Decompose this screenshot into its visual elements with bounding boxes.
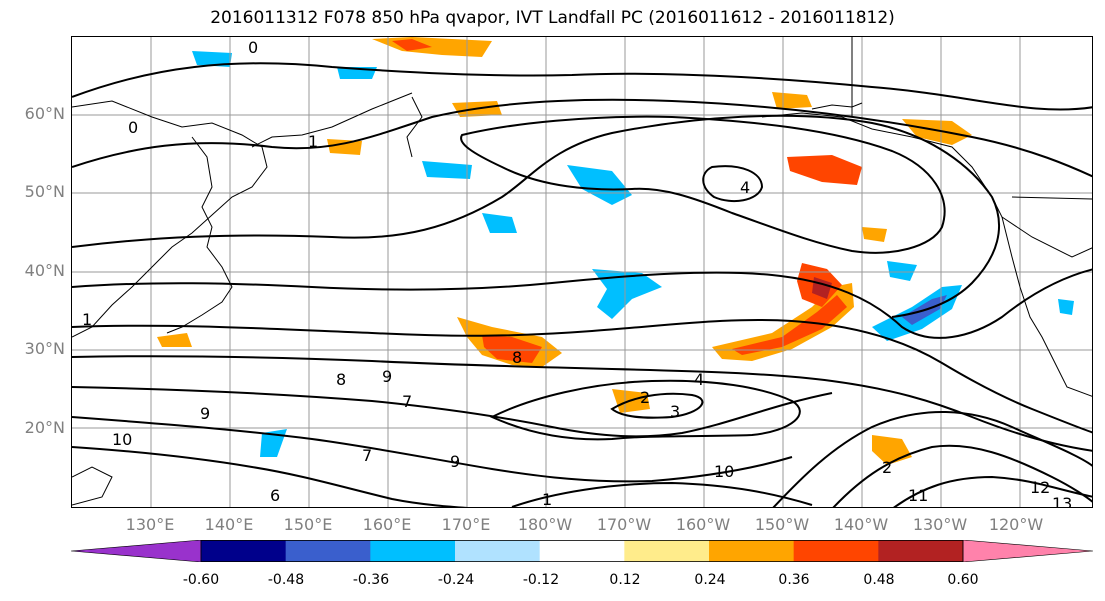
contour-label: 7 — [402, 392, 412, 411]
contour-label: 9 — [200, 404, 210, 423]
colorbar — [71, 540, 1093, 562]
lon-label: 140°E — [204, 515, 254, 534]
colorbar-cell — [624, 540, 710, 562]
contour-label: 8 — [336, 370, 346, 389]
colorbar-tick-label: -0.24 — [437, 572, 475, 588]
map-panel: 0 1 0 4 1 8 9 7 2 3 4 9 10 8 1 6 2 7 9 1… — [71, 36, 1093, 508]
contour-label-layer: 0 1 0 4 1 8 9 7 2 3 4 9 10 8 1 6 2 7 9 1… — [82, 38, 1072, 508]
colorbar-cell — [709, 540, 795, 562]
contour-label: 1 — [82, 310, 92, 329]
contour-label: 10 — [112, 430, 132, 449]
colorbar-tick-label: 0.24 — [694, 572, 726, 588]
contour-label: 6 — [270, 486, 280, 505]
contour-label: 11 — [908, 486, 928, 505]
colorbar-cell — [539, 540, 625, 562]
colorbar-extend-low — [71, 540, 202, 562]
colorbar-tick-label: 0.36 — [778, 572, 810, 588]
colorbar-tick-label: -0.36 — [352, 572, 390, 588]
contour-label: 4 — [740, 178, 750, 197]
lon-label: 150°W — [754, 515, 810, 534]
lon-label: 160°W — [675, 515, 731, 534]
map-title: 2016011312 F078 850 hPa qvapor, IVT Land… — [210, 8, 895, 28]
lon-label: 140°W — [833, 515, 889, 534]
contours — [72, 62, 1092, 507]
contour-label: 0 — [128, 118, 138, 137]
contour-label: 1 — [308, 132, 318, 151]
coastlines — [72, 37, 1092, 506]
colorbar-tick-label: 0.60 — [947, 572, 979, 588]
contour-label: 2 — [640, 388, 650, 407]
lon-label: 180°W — [517, 515, 573, 534]
lat-label: 40°N — [24, 261, 65, 280]
lon-label: 150°E — [283, 515, 333, 534]
lat-label: 60°N — [24, 104, 65, 123]
lon-label: 130°E — [125, 515, 175, 534]
colorbar-cell — [455, 540, 541, 562]
contour-label: 8 — [512, 348, 522, 367]
contour-label: 10 — [714, 462, 734, 481]
colorbar-tick-label: -0.48 — [267, 572, 305, 588]
colorbar-cell — [878, 540, 964, 562]
lat-label: 50°N — [24, 182, 65, 201]
colorbar-cell — [285, 540, 371, 562]
colorbar-outline — [200, 540, 964, 562]
colorbar-extend-high — [962, 540, 1093, 562]
contour-label: 1 — [542, 490, 552, 508]
colorbar-cells — [71, 540, 1093, 562]
colorbar-cell — [201, 540, 287, 562]
colorbar-tick-label: -0.12 — [522, 572, 560, 588]
lat-label: 20°N — [24, 418, 65, 437]
lat-label: 30°N — [24, 339, 65, 358]
lon-label: 120°W — [988, 515, 1044, 534]
contour-label: 13 — [1052, 494, 1072, 508]
colorbar-tick-label: 0.12 — [609, 572, 641, 588]
contour-label: 3 — [670, 402, 680, 421]
lon-label: 170°W — [596, 515, 652, 534]
anomaly-fill-layer — [157, 37, 1074, 465]
lon-label: 130°W — [912, 515, 968, 534]
map-svg: 0 1 0 4 1 8 9 7 2 3 4 9 10 8 1 6 2 7 9 1… — [72, 37, 1092, 508]
colorbar-tick-label: 0.48 — [863, 572, 895, 588]
lon-label: 170°E — [441, 515, 491, 534]
contour-label: 9 — [382, 367, 392, 386]
contour-label: 7 — [362, 446, 372, 465]
contour-label: 0 — [248, 38, 258, 57]
contour-label: 2 — [882, 458, 892, 477]
lon-label: 160°E — [362, 515, 412, 534]
colorbar-cell — [793, 540, 879, 562]
contour-label: 9 — [450, 452, 460, 471]
colorbar-cell — [370, 540, 456, 562]
contour-label: 12 — [1030, 478, 1050, 497]
contour-label: 4 — [694, 370, 704, 389]
colorbar-tick-label: -0.60 — [182, 572, 220, 588]
